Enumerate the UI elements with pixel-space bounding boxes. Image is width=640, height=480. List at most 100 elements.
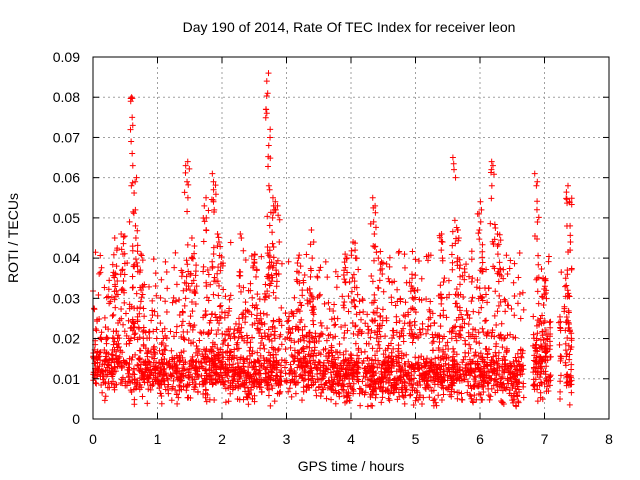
data-point xyxy=(485,392,492,399)
y-tick-label: 0.05 xyxy=(53,210,80,226)
data-point xyxy=(373,249,380,256)
data-point xyxy=(427,298,434,305)
data-point xyxy=(132,178,139,185)
data-point xyxy=(211,208,218,215)
data-point xyxy=(110,335,117,342)
data-point xyxy=(239,315,246,322)
data-point xyxy=(273,372,280,379)
data-point xyxy=(546,333,553,340)
data-point xyxy=(557,378,564,385)
data-point xyxy=(121,359,128,366)
data-point xyxy=(384,359,391,366)
data-point xyxy=(109,352,116,359)
data-point xyxy=(341,299,348,306)
data-point xyxy=(319,386,326,393)
data-point xyxy=(498,363,505,370)
data-point xyxy=(509,370,516,377)
data-point xyxy=(384,345,391,352)
data-point xyxy=(490,171,497,178)
data-point xyxy=(309,293,316,300)
data-point xyxy=(354,366,361,373)
data-point xyxy=(440,385,447,392)
data-point xyxy=(536,382,543,389)
data-point xyxy=(436,333,443,340)
data-point xyxy=(239,335,246,342)
data-point xyxy=(486,396,493,403)
data-point xyxy=(148,317,155,324)
data-point xyxy=(263,110,270,117)
data-point xyxy=(440,355,447,362)
data-point xyxy=(469,358,476,365)
data-point xyxy=(239,311,246,318)
data-point xyxy=(138,252,145,259)
data-point xyxy=(276,216,283,223)
data-point xyxy=(396,333,403,340)
data-point xyxy=(324,325,331,332)
data-point xyxy=(435,392,442,399)
data-point xyxy=(317,351,324,358)
data-point xyxy=(456,364,463,371)
data-point xyxy=(369,317,376,324)
data-point xyxy=(236,375,243,382)
data-point xyxy=(364,355,371,362)
data-point xyxy=(537,336,544,343)
data-point xyxy=(497,332,504,339)
data-point xyxy=(312,379,319,386)
data-point xyxy=(331,301,338,308)
data-point xyxy=(567,247,574,254)
data-point xyxy=(289,310,296,317)
data-point xyxy=(248,386,255,393)
data-point xyxy=(544,343,551,350)
data-point xyxy=(256,367,263,374)
data-point xyxy=(110,328,117,335)
data-point xyxy=(416,326,423,333)
data-point xyxy=(463,261,470,268)
data-point xyxy=(125,374,132,381)
data-point xyxy=(543,287,550,294)
data-point xyxy=(374,348,381,355)
data-point xyxy=(132,256,139,263)
data-point xyxy=(177,357,184,364)
data-point xyxy=(538,363,545,370)
data-point xyxy=(234,360,241,367)
data-point xyxy=(401,378,408,385)
data-point xyxy=(317,319,324,326)
data-point xyxy=(352,247,359,254)
data-point xyxy=(301,323,308,330)
data-point xyxy=(236,329,243,336)
data-point xyxy=(195,358,202,365)
data-point xyxy=(427,322,434,329)
data-point xyxy=(371,230,378,237)
data-point xyxy=(240,396,247,403)
data-point xyxy=(380,288,387,295)
data-point xyxy=(235,345,242,352)
data-point xyxy=(479,259,486,266)
data-point xyxy=(151,308,158,315)
data-point xyxy=(568,381,575,388)
data-point xyxy=(155,370,162,377)
data-point xyxy=(451,356,458,363)
data-point xyxy=(248,375,255,382)
data-point xyxy=(229,368,236,375)
data-point xyxy=(192,268,199,275)
data-point xyxy=(448,393,455,400)
data-point xyxy=(479,356,486,363)
data-point xyxy=(393,319,400,326)
data-point xyxy=(210,186,217,193)
data-point xyxy=(265,142,272,149)
data-point xyxy=(225,366,232,373)
data-point xyxy=(210,369,217,376)
data-point xyxy=(254,349,261,356)
data-point xyxy=(476,366,483,373)
data-point xyxy=(149,382,156,389)
data-point xyxy=(306,338,313,345)
data-point xyxy=(325,332,332,339)
data-point xyxy=(123,332,130,339)
data-point xyxy=(184,394,191,401)
data-point xyxy=(202,308,209,315)
data-point xyxy=(161,325,168,332)
data-point xyxy=(371,257,378,264)
data-point xyxy=(282,370,289,377)
data-point xyxy=(362,320,369,327)
data-point xyxy=(105,350,112,357)
